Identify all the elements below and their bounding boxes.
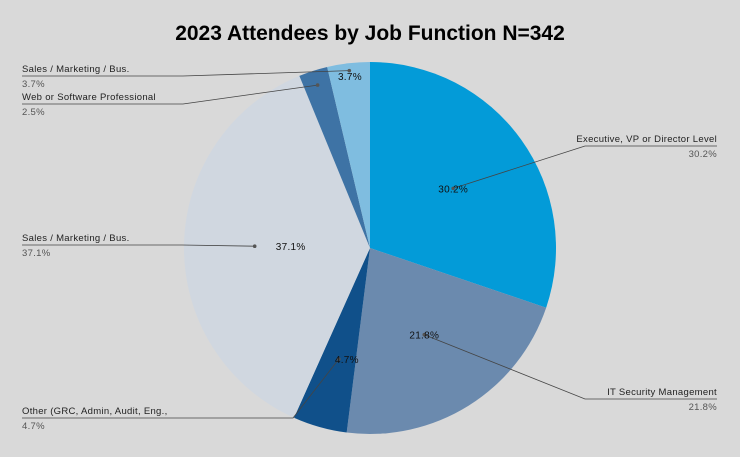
slice-label: IT Security Management	[607, 387, 717, 398]
slice-label-percent: 37.1%	[22, 248, 51, 259]
leader-line	[22, 358, 340, 419]
pie-slice	[299, 67, 370, 248]
leader-dot	[315, 83, 320, 87]
slice-label-percent: 3.7%	[22, 79, 45, 90]
slice-label: Sales / Marketing / Bus.	[22, 64, 130, 75]
slice-data-label: 37.1%	[276, 242, 306, 253]
leader-dot	[422, 332, 427, 337]
pie-slice	[327, 62, 370, 248]
chart-title: 2023 Attendees by Job Function N=342	[175, 22, 565, 45]
pie-slice	[293, 248, 370, 433]
leader-line	[22, 84, 318, 105]
leader-line	[424, 334, 717, 400]
leader-line	[22, 70, 350, 77]
pie-slice	[183, 75, 370, 418]
slice-data-label: 3.7%	[338, 72, 362, 83]
pie-slice	[346, 248, 547, 434]
slice-data-label: 4.7%	[335, 355, 359, 366]
leader-dot	[347, 68, 352, 73]
leader-dot	[337, 357, 341, 361]
slice-label: Web or Software Professional	[22, 92, 156, 103]
slice-label: Sales / Marketing / Bus.	[22, 233, 130, 244]
slice-label-percent: 30.2%	[689, 149, 718, 160]
leader-dot	[252, 244, 257, 248]
leader-line	[453, 145, 717, 189]
slice-label: Executive, VP or Director Level	[576, 134, 717, 145]
slice-label: Other (GRC, Admin, Audit, Eng.,	[22, 406, 168, 417]
leader-line	[22, 244, 255, 247]
slice-label-percent: 2.5%	[22, 107, 45, 118]
slice-label-percent: 4.7%	[22, 421, 45, 432]
slice-data-label: 21.8%	[409, 331, 439, 342]
slice-data-label: 30.2%	[438, 184, 468, 195]
slice-label-percent: 21.8%	[689, 402, 718, 413]
leader-dot	[451, 186, 455, 191]
